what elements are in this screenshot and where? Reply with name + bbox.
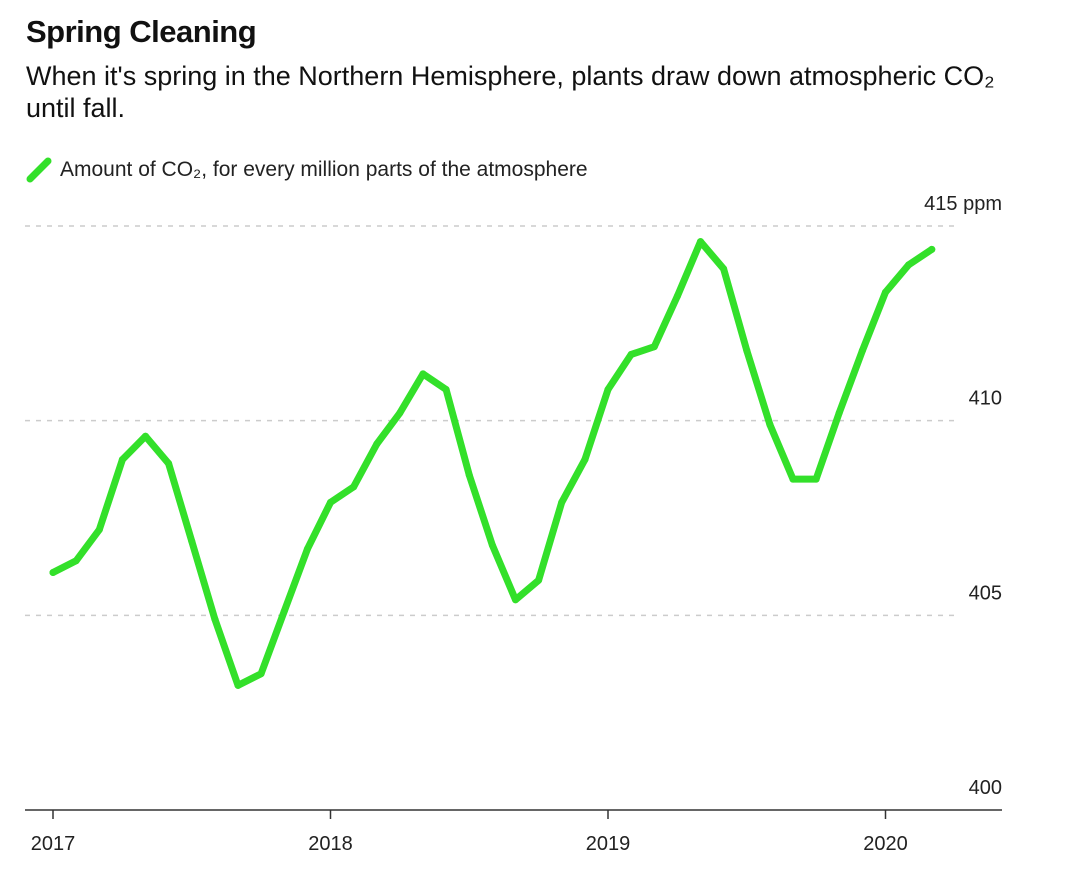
data-point [627,351,635,358]
y-axis-labels: 415 ppm 410 405 400 [924,193,1002,799]
data-point [650,343,658,351]
data-point [303,545,311,553]
x-tick-label: 2020 [863,833,908,855]
series-line-co2 [49,238,936,689]
data-point [95,526,103,534]
y-tick-label: 415 ppm [924,193,1002,215]
chart-title: Spring Cleaning [26,14,257,49]
y-tick-label: 410 [969,388,1002,410]
data-point [581,456,589,464]
data-point [142,432,149,440]
chart-subtitle: When it's spring in the Northern Hemisph… [26,61,995,123]
data-point [165,460,173,467]
data-point [905,261,913,269]
legend: Amount of CO₂, for every million parts o… [26,157,588,183]
data-point [234,681,242,689]
data-point [442,386,450,393]
data-point [535,576,543,584]
data-point [280,607,288,615]
gridlines [25,225,955,617]
data-point [858,347,866,355]
data-point [488,541,496,549]
data-point [327,498,334,506]
data-point [465,471,473,479]
data-point [350,483,358,491]
data-point [604,386,612,393]
x-tick-label: 2019 [586,833,631,855]
data-point [558,498,566,506]
data-point [928,245,936,253]
data-point [373,440,381,448]
x-tick-label: 2018 [308,833,353,855]
series-layer [49,238,936,689]
data-point [673,292,681,300]
x-axis-labels: 2017 2018 2019 2020 [31,833,908,855]
data-point [211,615,219,623]
data-point [697,238,704,246]
data-point [812,475,820,483]
data-point [49,569,57,576]
data-point [882,288,889,296]
x-tick-label: 2017 [31,833,76,855]
data-point [789,475,797,483]
data-point [396,409,404,417]
data-point [188,537,196,545]
x-axis [25,809,1002,819]
data-point [720,265,728,273]
data-point [743,347,751,355]
data-point [766,421,774,429]
y-tick-label: 400 [969,777,1002,799]
data-point [118,456,126,464]
data-point [72,557,80,565]
data-point [419,370,427,378]
data-point [257,670,265,678]
y-tick-label: 405 [969,582,1002,604]
data-point [835,409,843,417]
legend-label: Amount of CO₂, for every million parts o… [60,158,588,181]
legend-line-icon [26,157,52,183]
data-point [512,596,519,604]
